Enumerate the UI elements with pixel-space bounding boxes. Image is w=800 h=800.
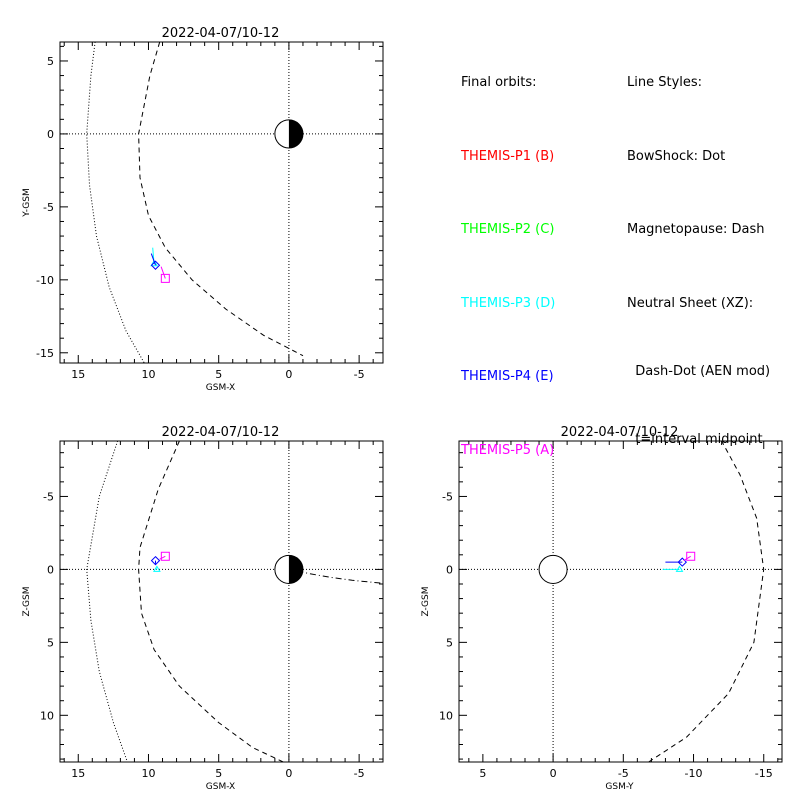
plot-area-yz — [459, 441, 782, 762]
marker-square-series-3-yz — [686, 551, 696, 561]
y-tick-label-xz: 10 — [40, 709, 54, 722]
earth-yz — [538, 554, 568, 584]
x-tick-label-xy: 5 — [215, 368, 222, 381]
marker-square-series-3-xz — [160, 551, 170, 561]
chart-yz: 5 0 -5 -10 -15 -5 0 5 10 2022-04-07/10-12 GSM-Y Z-G… — [421, 425, 783, 792]
x-axis-label-xy: GSM-X — [206, 383, 235, 393]
track-series-3-xy — [160, 266, 166, 279]
x-tick-label-xz: 5 — [215, 767, 222, 780]
y-tick-label-xz: -5 — [43, 490, 54, 503]
x-tick-label-xz: 15 — [71, 767, 85, 780]
line-styles-legend: Line Styles: BowShock: Dot Magnetopause:… — [627, 22, 770, 473]
x-tick-label-xz: 10 — [141, 767, 155, 780]
magnetopause-line-xz — [138, 441, 284, 762]
y-tick-label-yz: -5 — [442, 490, 453, 503]
magnetopause-line-xy — [138, 42, 304, 357]
y-tick-label-yz: 5 — [446, 636, 453, 649]
legend-item-p3: THEMIS-P3 (D) — [461, 295, 556, 311]
legend-item-p2: THEMIS-P2 (C) — [461, 222, 555, 237]
x-tick-label-yz: 0 — [550, 767, 557, 780]
earth-night-side-xz — [288, 555, 303, 584]
y-axis-label-yz: Z-GSM — [421, 586, 431, 616]
line-style-interval: t=interval midpoint — [627, 431, 763, 447]
plot-frame-yz — [458, 440, 783, 763]
x-axis-label-yz: GSM-Y — [605, 782, 634, 792]
chart-title-yz: 2022-04-07/10-12 — [561, 425, 679, 440]
x-tick-label-xy: -5 — [354, 368, 365, 381]
x-tick-label-yz: -10 — [685, 767, 703, 780]
y-tick-label-yz: 10 — [439, 709, 453, 722]
x-tick-label-xz: 0 — [285, 767, 292, 780]
marker-triangle-series-1-xz — [153, 565, 161, 572]
x-tick-label-yz: 5 — [479, 767, 486, 780]
y-axis-label-xz: Z-GSM — [22, 586, 32, 616]
line-style-neutral-sheet: Neutral Sheet (XZ): — [627, 295, 754, 311]
y-tick-label-xy: -5 — [43, 201, 54, 214]
y-tick-label-xy: 5 — [47, 55, 54, 68]
earth-night-side-xy — [288, 119, 303, 148]
legend-item-p4: THEMIS-P4 (E) — [461, 369, 554, 384]
plot-frame-xz — [59, 440, 384, 763]
magnetopause-line-yz — [648, 441, 765, 762]
x-tick-label-xy: 15 — [71, 368, 85, 381]
x-axis-label-xz: GSM-X — [206, 782, 235, 792]
y-tick-label-xy: -10 — [36, 274, 54, 287]
bow-shock-line-xz — [86, 441, 128, 762]
track-series-3-xz — [159, 555, 166, 560]
chart-title-xz: 2022-04-07/10-12 — [162, 425, 280, 440]
line-style-dash-dot: Dash-Dot (AEN mod) — [627, 363, 771, 379]
marker-diamond-series-2-xz — [150, 555, 161, 566]
y-tick-label-xy: 0 — [47, 128, 54, 141]
marker-square-series-3-xy — [160, 273, 170, 283]
legend-item-p1: THEMIS-P1 (B) — [461, 148, 555, 164]
marker-triangle-series-1-xy — [150, 259, 158, 267]
line-style-bowshock: BowShock: Dot — [627, 148, 726, 164]
plot-area-xy — [60, 42, 383, 363]
line-style-magnetopause: Magnetopause: Dash — [627, 222, 765, 237]
x-tick-label-yz: -5 — [618, 767, 629, 780]
legend-item-p5: THEMIS-P5 (A) — [461, 442, 555, 458]
orbits-legend-title: Final orbits: — [461, 75, 537, 90]
marker-diamond-series-2-yz — [677, 557, 687, 567]
y-axis-label-xy: Y-GSM — [22, 188, 32, 217]
y-tick-label-xz: 0 — [47, 563, 54, 576]
marker-triangle-series-1-yz — [675, 565, 684, 572]
plot-frame-xy — [59, 41, 384, 364]
y-tick-label-yz: 0 — [446, 563, 453, 576]
neutral-sheet-line-xz — [297, 570, 383, 584]
chart-xy: 15 10 5 0 -5 5 0 -5 -10 -15 2022-04-07/10-12 GSM-X Y… — [22, 26, 384, 393]
y-tick-label-xz: 5 — [47, 636, 54, 649]
x-tick-label-xy: 10 — [141, 368, 155, 381]
plot-area-xz — [60, 441, 383, 762]
y-tick-label-xy: -15 — [36, 347, 54, 360]
x-tick-label-yz: -15 — [755, 767, 773, 780]
x-tick-label-xy: 0 — [285, 368, 292, 381]
orbits-legend: Final orbits: THEMIS-P1 (B) THEMIS-P2 (C… — [461, 22, 555, 488]
bow-shock-line-xy — [86, 42, 145, 363]
track-series-2-xy — [150, 253, 156, 266]
line-styles-title: Line Styles: — [627, 75, 703, 90]
chart-title-xy: 2022-04-07/10-12 — [162, 26, 280, 41]
chart-xz: 15 10 5 0 -5 -5 0 5 10 2022-04-07/10-12 GSM-X Z-GSM — [22, 425, 384, 792]
marker-diamond-series-2-xy — [150, 260, 161, 270]
x-tick-label-xz: -5 — [354, 767, 365, 780]
